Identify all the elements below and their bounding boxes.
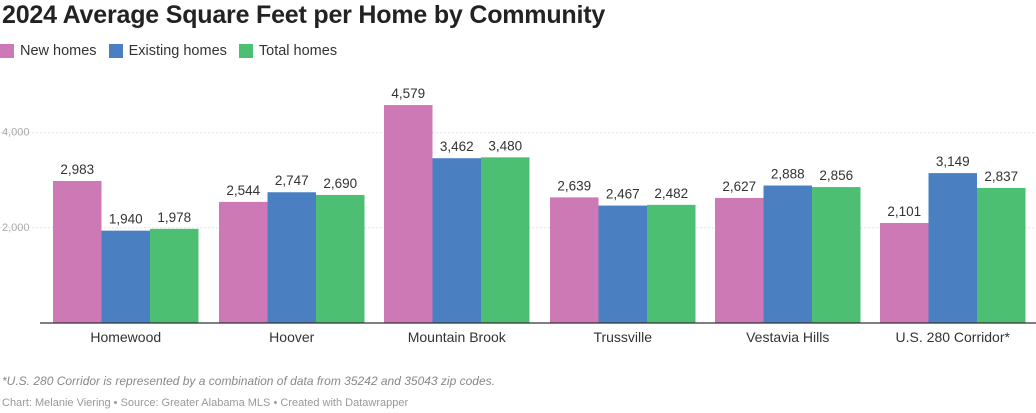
legend-label-new-homes: New homes <box>20 43 97 59</box>
legend-label-existing-homes: Existing homes <box>128 43 227 59</box>
data-label: 2,747 <box>275 173 309 188</box>
data-label: 2,888 <box>771 167 805 182</box>
bar-trussville-total-homes <box>647 204 696 323</box>
bar-vestavia-hills-total-homes <box>812 187 861 323</box>
data-label: 2,467 <box>606 187 640 202</box>
data-label: 2,639 <box>557 178 591 193</box>
bar-vestavia-hills-existing-homes <box>763 185 812 323</box>
bar-trussville-new-homes <box>550 197 599 323</box>
credit-line: Chart: Melanie Viering • Source: Greater… <box>2 397 409 409</box>
data-label: 2,856 <box>819 168 853 183</box>
data-label: 2,101 <box>887 204 921 219</box>
footnote: *U.S. 280 Corridor is represented by a c… <box>2 374 495 388</box>
x-tick-label: Mountain Brook <box>408 329 507 345</box>
bar-homewood-total-homes <box>150 228 199 323</box>
chart-title: 2024 Average Square Feet per Home by Com… <box>2 1 606 29</box>
bar-mountain-brook-new-homes <box>384 105 433 323</box>
data-label: 2,837 <box>984 169 1018 184</box>
data-label: 1,978 <box>157 210 191 225</box>
bar-homewood-existing-homes <box>101 230 150 323</box>
bar-hoover-existing-homes <box>267 192 316 323</box>
bar-vestavia-hills-new-homes <box>715 197 764 323</box>
x-tick-label: Trussville <box>593 329 652 345</box>
legend: New homes Existing homes Total homes <box>0 43 349 59</box>
data-label: 3,149 <box>936 154 970 169</box>
data-label: 3,480 <box>488 138 522 153</box>
legend-swatch-total-homes <box>238 44 253 58</box>
x-tick-label: Hoover <box>269 329 314 345</box>
x-tick-label: Homewood <box>90 329 161 345</box>
data-label: 4,579 <box>391 86 425 101</box>
legend-item-existing-homes: Existing homes <box>108 43 227 59</box>
bar-u-s-280-corridor-total-homes <box>977 187 1026 323</box>
x-tick-label: Vestavia Hills <box>746 329 829 345</box>
bar-trussville-existing-homes <box>598 205 647 323</box>
bar-chart: 2,000 4,000 2,983 1,940 1,978 Homewood 2,544 2,… <box>0 86 1036 345</box>
legend-item-new-homes: New homes <box>0 43 97 59</box>
data-label: 2,627 <box>722 179 756 194</box>
y-tick-label: 4,000 <box>2 127 30 139</box>
bar-hoover-new-homes <box>219 201 268 323</box>
bar-mountain-brook-existing-homes <box>432 158 481 323</box>
bar-hoover-total-homes <box>316 194 365 323</box>
data-label: 2,544 <box>226 183 260 198</box>
legend-swatch-existing-homes <box>108 44 123 58</box>
legend-label-total-homes: Total homes <box>258 43 338 59</box>
bar-mountain-brook-total-homes <box>481 157 530 323</box>
data-label: 3,462 <box>440 139 474 154</box>
legend-item-total-homes: Total homes <box>238 43 338 59</box>
data-label: 1,940 <box>109 212 143 227</box>
data-label: 2,482 <box>654 186 688 201</box>
data-label: 2,983 <box>60 162 94 177</box>
bar-u-s-280-corridor-existing-homes <box>928 173 977 323</box>
bar-homewood-new-homes <box>53 181 102 323</box>
x-tick-label: U.S. 280 Corridor* <box>896 329 1011 345</box>
bar-u-s-280-corridor-new-homes <box>880 222 929 323</box>
legend-swatch-new-homes <box>0 44 14 58</box>
data-label: 2,690 <box>323 176 357 191</box>
y-tick-label: 2,000 <box>2 222 30 234</box>
